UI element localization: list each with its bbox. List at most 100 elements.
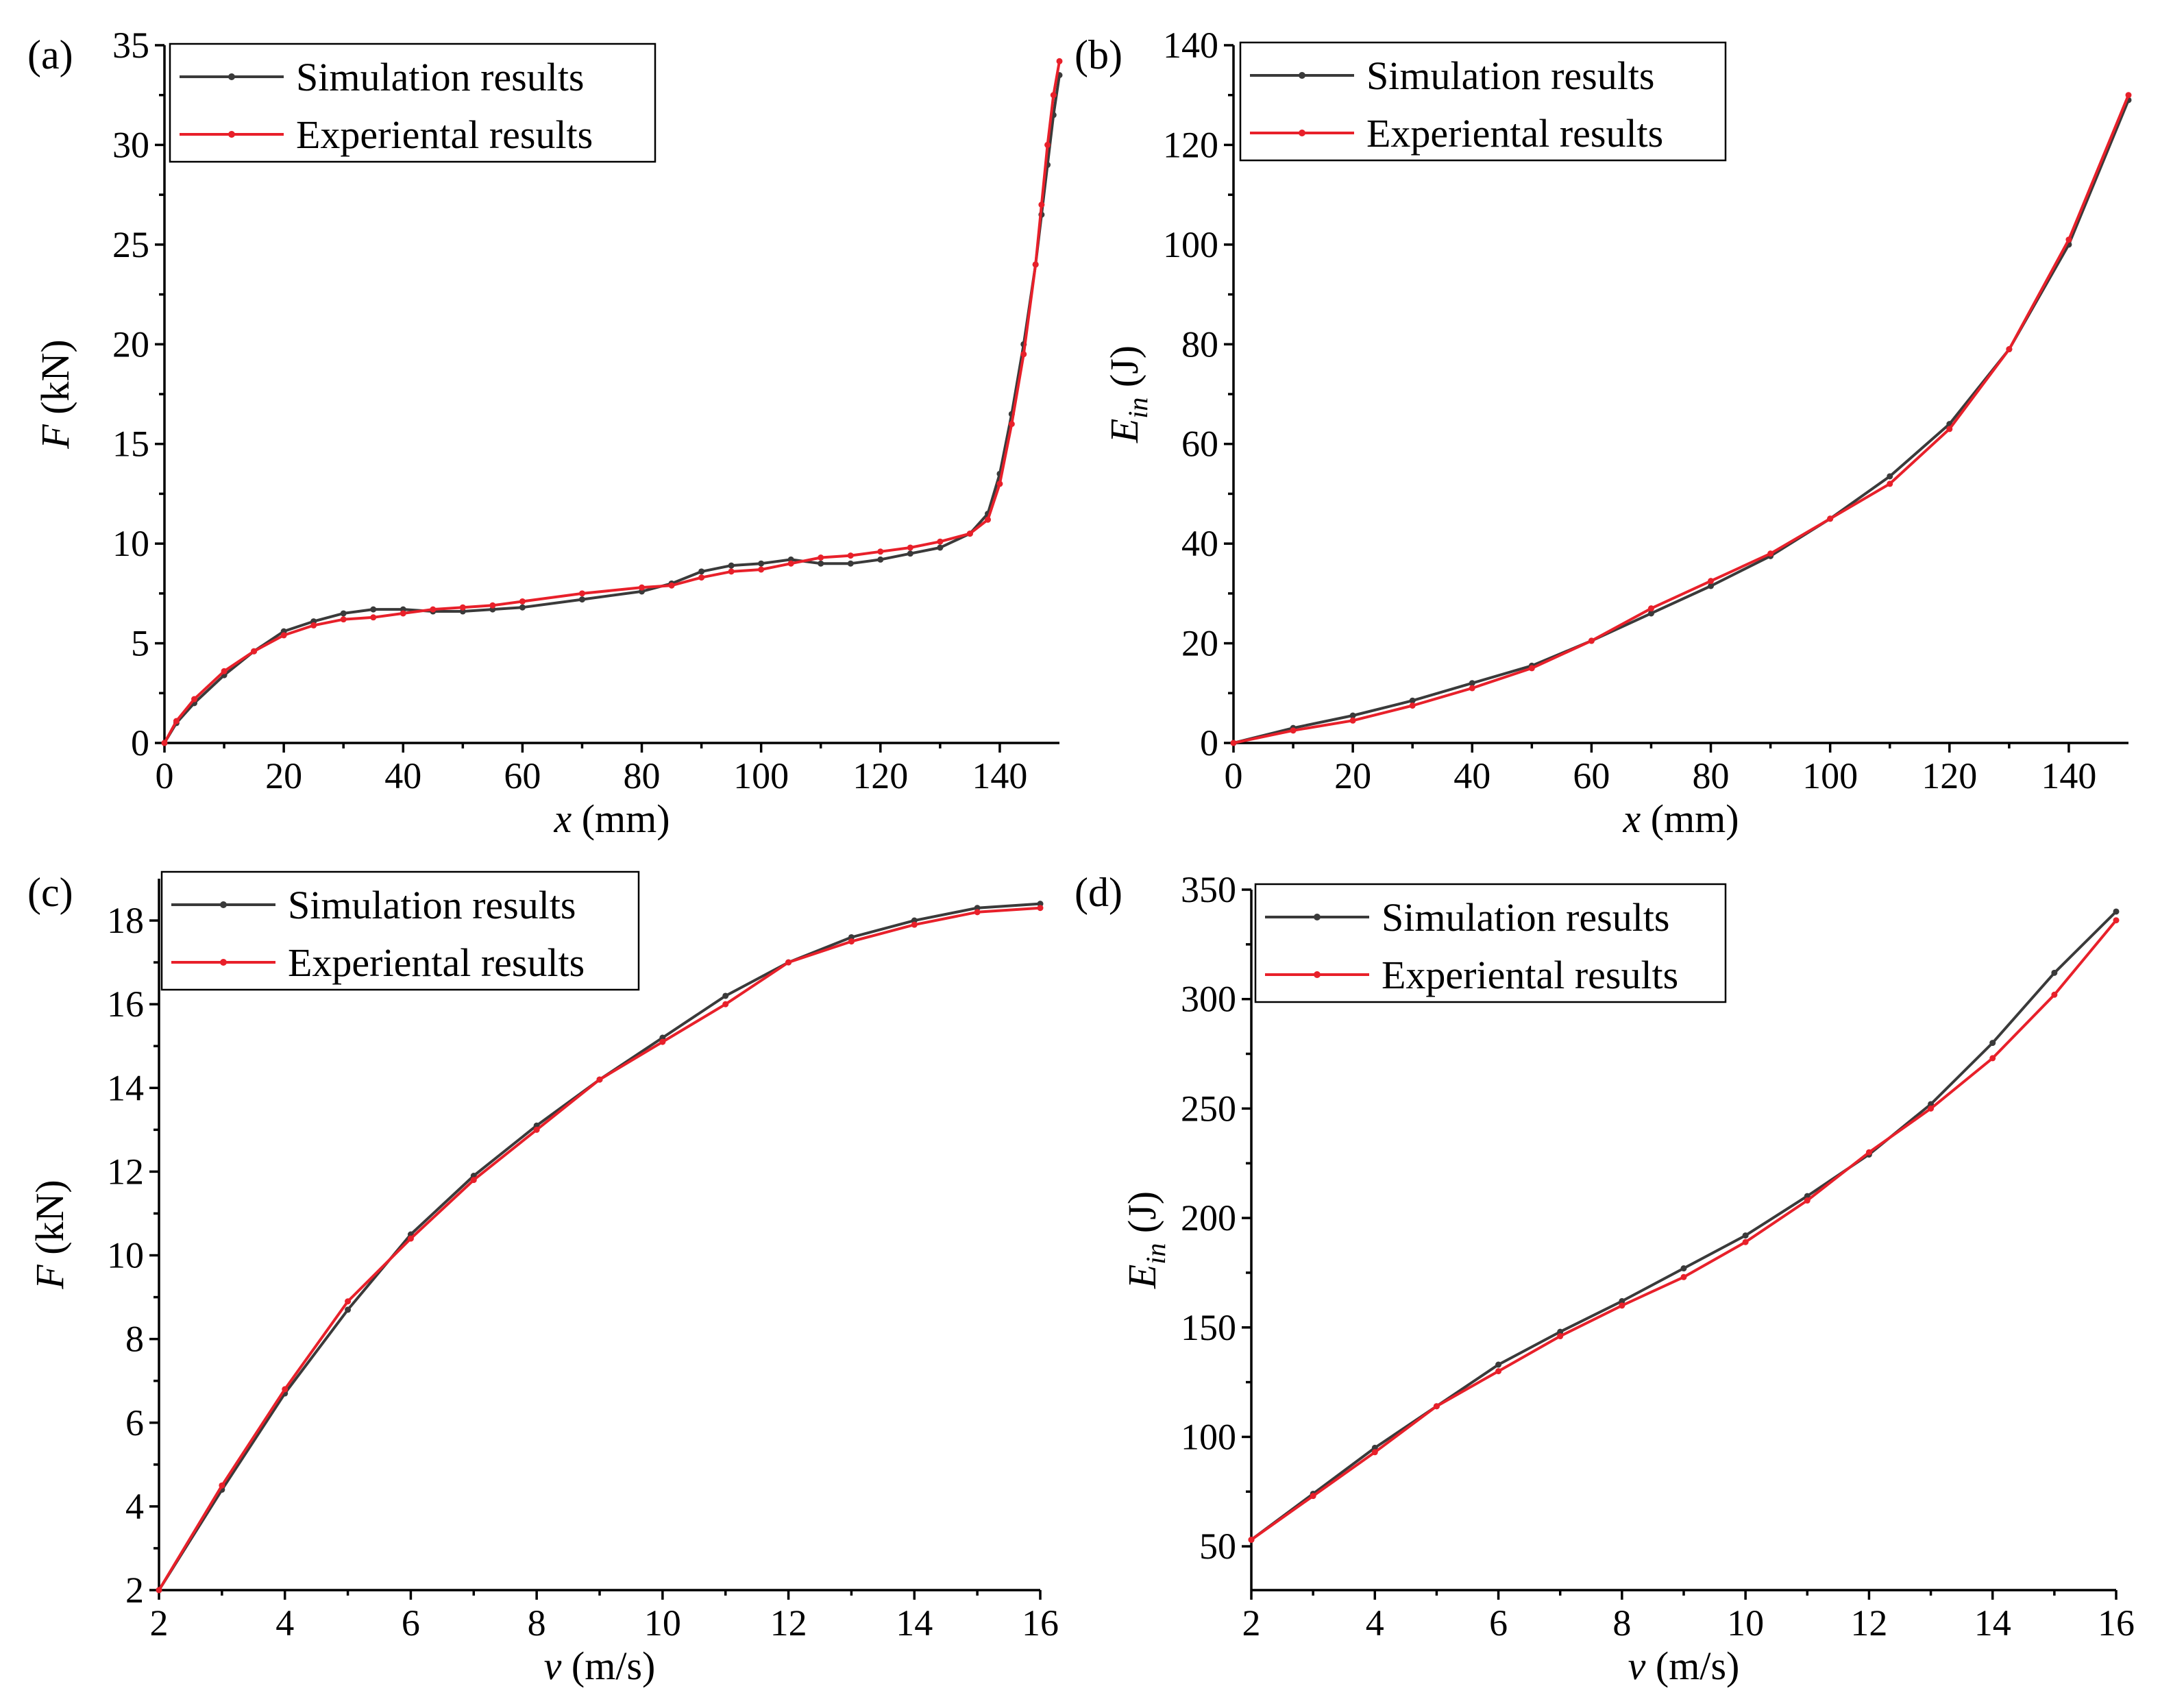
data-point-experimental bbox=[1349, 717, 1356, 724]
data-point-experimental bbox=[310, 622, 317, 629]
legend-label: Experiental results bbox=[1382, 953, 1678, 997]
x-tick-label: 80 bbox=[624, 755, 661, 796]
legend: Simulation results Experiental results bbox=[1239, 41, 1727, 162]
data-point-experimental bbox=[533, 1126, 540, 1133]
data-point-simulation bbox=[2113, 908, 2120, 915]
x-tick-label: 120 bbox=[1922, 755, 1977, 796]
data-point-experimental bbox=[1619, 1302, 1625, 1309]
data-point-experimental bbox=[728, 568, 735, 575]
x-axis-label-symbol: x bbox=[553, 796, 572, 841]
y-tick-label: 140 bbox=[1163, 25, 1218, 66]
data-point-experimental bbox=[519, 598, 526, 605]
data-point-experimental bbox=[966, 530, 973, 537]
x-tick-label: 4 bbox=[275, 1602, 294, 1644]
data-point-simulation bbox=[1469, 680, 1475, 687]
chart-panel-1: (a) 0 20 40 60 80 100 120 140 0 5 10 15 20 25 30 35 x (mm… bbox=[27, 25, 1063, 841]
data-point-experimental bbox=[1038, 202, 1045, 208]
x-tick-label: 140 bbox=[972, 755, 1027, 796]
data-point-experimental bbox=[370, 614, 377, 621]
y-axis-label: F (kN) bbox=[27, 1180, 72, 1289]
data-point-experimental bbox=[1037, 905, 1044, 912]
legend-marker-experimental bbox=[228, 131, 235, 138]
legend-marker-experimental bbox=[220, 959, 227, 966]
data-point-experimental bbox=[1495, 1368, 1502, 1375]
data-point-experimental bbox=[1409, 702, 1416, 709]
data-point-simulation bbox=[1742, 1232, 1749, 1239]
x-axis-label-symbol: v bbox=[544, 1644, 562, 1688]
data-point-experimental bbox=[1588, 637, 1595, 644]
x-tick-label: 80 bbox=[1693, 755, 1730, 796]
data-point-simulation bbox=[1708, 583, 1715, 589]
data-point-experimental bbox=[1290, 727, 1297, 734]
legend-box bbox=[1239, 41, 1727, 162]
data-point-experimental bbox=[1989, 1055, 1996, 1062]
y-tick-label: 350 bbox=[1181, 869, 1236, 910]
y-tick-label: 250 bbox=[1181, 1088, 1236, 1129]
legend-label: Simulation results bbox=[296, 55, 585, 99]
x-tick-label: 6 bbox=[402, 1602, 420, 1644]
y-tick-label: 35 bbox=[112, 25, 149, 66]
data-point-simulation bbox=[937, 544, 944, 551]
y-tick-label: 150 bbox=[1181, 1307, 1236, 1348]
data-point-experimental bbox=[1433, 1403, 1440, 1410]
data-point-simulation bbox=[728, 562, 735, 569]
legend-marker-experimental bbox=[1299, 130, 1305, 136]
y-axis-label-subscript: in bbox=[1140, 1243, 1171, 1265]
x-tick-label: 0 bbox=[156, 755, 174, 796]
data-point-experimental bbox=[1056, 58, 1063, 64]
x-tick-label: 60 bbox=[504, 755, 541, 796]
y-tick-label: 18 bbox=[107, 900, 144, 941]
y-tick-label: 6 bbox=[125, 1402, 144, 1443]
y-axis-label-symbol: F bbox=[27, 1265, 72, 1290]
y-tick-label: 100 bbox=[1181, 1416, 1236, 1457]
y-tick-label: 4 bbox=[125, 1486, 144, 1527]
legend-label: Simulation results bbox=[288, 883, 576, 927]
data-point-experimental bbox=[161, 740, 168, 746]
y-tick-label: 8 bbox=[125, 1319, 144, 1360]
data-point-simulation bbox=[1409, 697, 1416, 704]
y-tick-label: 5 bbox=[131, 623, 149, 664]
x-axis-label-symbol: x bbox=[1622, 796, 1641, 841]
y-tick-label: 50 bbox=[1199, 1526, 1236, 1567]
y-tick-label: 10 bbox=[107, 1235, 144, 1276]
x-tick-label: 20 bbox=[265, 755, 302, 796]
x-axis-label-unit: (mm) bbox=[1641, 796, 1739, 841]
x-tick-label: 6 bbox=[1489, 1602, 1508, 1644]
data-point-experimental bbox=[758, 566, 765, 573]
data-point-experimental bbox=[818, 554, 824, 561]
series-line-simulation bbox=[1232, 99, 2130, 744]
data-point-experimental bbox=[907, 544, 913, 551]
data-point-experimental bbox=[2051, 991, 2058, 998]
data-point-experimental bbox=[2065, 236, 2072, 243]
x-tick-label: 2 bbox=[150, 1602, 169, 1644]
y-axis-label: Ein (J) bbox=[1102, 345, 1153, 443]
series-line-experimental bbox=[163, 60, 1061, 744]
x-axis-label: v (m/s) bbox=[1628, 1644, 1740, 1688]
data-point-experimental bbox=[937, 538, 944, 545]
data-point-simulation bbox=[1495, 1361, 1502, 1368]
data-point-experimental bbox=[251, 648, 258, 655]
data-point-experimental bbox=[1928, 1105, 1935, 1112]
data-point-experimental bbox=[639, 584, 646, 591]
data-point-simulation bbox=[1680, 1265, 1687, 1272]
y-tick-label: 25 bbox=[112, 224, 149, 265]
x-tick-label: 8 bbox=[528, 1602, 546, 1644]
data-point-simulation bbox=[2051, 969, 2058, 976]
y-tick-label: 120 bbox=[1163, 124, 1218, 165]
y-axis-label-symbol: E bbox=[1102, 419, 1146, 443]
chart-panel-2: (b) 0 20 40 60 80 100 120 140 0 20 40 60 80 100 120 140 x… bbox=[1075, 25, 2132, 841]
y-axis-label-unit: (kN) bbox=[33, 339, 77, 424]
data-point-simulation bbox=[818, 560, 824, 567]
data-point-experimental bbox=[1020, 351, 1027, 358]
data-point-simulation bbox=[877, 556, 884, 563]
panel-label: (b) bbox=[1075, 32, 1122, 77]
data-point-experimental bbox=[1804, 1197, 1811, 1204]
series-line-experimental bbox=[1250, 918, 2118, 1541]
data-point-experimental bbox=[2113, 917, 2120, 924]
data-point-experimental bbox=[2006, 346, 2013, 353]
panel-label: (a) bbox=[27, 32, 73, 77]
x-tick-label: 40 bbox=[384, 755, 421, 796]
x-tick-label: 8 bbox=[1612, 1602, 1631, 1644]
x-tick-label: 140 bbox=[2041, 755, 2096, 796]
